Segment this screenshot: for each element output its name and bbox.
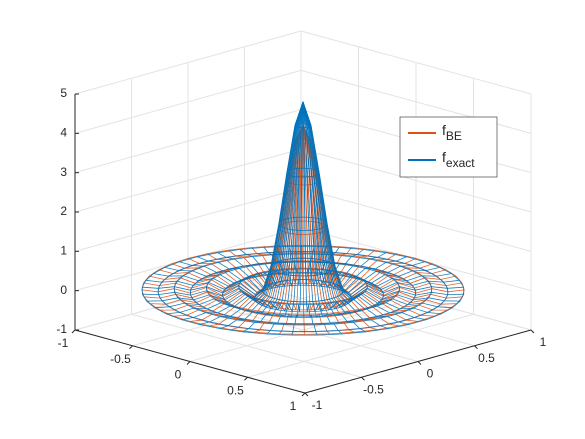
x-tick-label: 1	[290, 399, 297, 413]
grid-line	[300, 148, 532, 213]
x-tick-label: 0.5	[227, 383, 244, 397]
grid-line	[244, 282, 475, 347]
x-tick	[244, 376, 248, 381]
grid-line	[187, 298, 419, 362]
mesh-spoke	[302, 101, 425, 291]
mesh-spoke	[228, 125, 304, 286]
z-tick-label: -1	[56, 322, 67, 336]
grid-line	[74, 187, 302, 252]
grid-line	[74, 148, 302, 213]
mesh-spoke	[302, 101, 460, 296]
x-tick-label: 0	[175, 368, 182, 382]
z-tick-label: 0	[60, 283, 67, 297]
mesh-spoke	[302, 125, 355, 333]
y-tick	[474, 345, 478, 350]
mesh-spoke	[302, 101, 440, 293]
mesh-spoke	[166, 101, 304, 315]
mesh-spoke	[242, 101, 304, 333]
mesh-spoke	[142, 101, 304, 301]
mesh	[141, 101, 465, 336]
mesh-spoke	[302, 101, 407, 290]
x-tick-label: -1	[58, 336, 69, 350]
y-tick-label: 0.5	[478, 351, 495, 365]
legend-label-base: f	[442, 122, 446, 138]
y-tick-label: 0	[427, 367, 434, 381]
legend-label: fexact	[442, 149, 475, 170]
y-tick	[530, 329, 535, 334]
mesh-spoke	[181, 101, 304, 320]
mesh-spoke	[266, 101, 304, 335]
grid-line	[74, 30, 302, 95]
y-tick	[304, 392, 309, 397]
mesh-spoke	[302, 101, 343, 335]
mesh-spoke	[291, 101, 304, 336]
y-tick-label: 1	[540, 335, 547, 349]
mesh-spoke	[302, 101, 409, 325]
legend-label-sub: BE	[446, 129, 462, 143]
mesh-spoke	[179, 101, 304, 291]
mesh-spoke	[302, 125, 376, 286]
y-tick-label: -1	[312, 398, 323, 412]
mesh-spoke	[302, 101, 427, 320]
mesh-spoke	[278, 125, 304, 335]
mesh-spoke	[302, 101, 318, 336]
mesh-spoke	[199, 101, 304, 325]
x-tick	[71, 329, 76, 334]
z-tick-label: 2	[60, 204, 67, 218]
x-tick	[186, 361, 191, 365]
grid-line	[74, 109, 302, 174]
z-tick-label: 1	[60, 244, 67, 258]
z-tick-label: 4	[60, 126, 67, 140]
x-tick-label: -0.5	[110, 352, 131, 366]
mesh-spoke	[302, 101, 452, 294]
mesh-spoke	[164, 101, 304, 293]
mesh-spoke	[154, 101, 304, 309]
z-tick-label: 3	[60, 165, 67, 179]
mesh-spoke	[302, 101, 387, 288]
grid-line	[74, 69, 302, 134]
grid-line	[300, 30, 532, 95]
z-tick-label: 5	[60, 86, 67, 100]
legend-label: fBE	[442, 122, 462, 143]
grid-line	[131, 313, 362, 378]
x-tick	[301, 392, 306, 397]
mesh-spoke	[302, 125, 330, 335]
y-tick	[361, 376, 365, 381]
legend-label-sub: exact	[446, 156, 475, 170]
mesh-spoke	[219, 101, 304, 329]
legend-label-base: f	[442, 149, 446, 165]
y-tick	[417, 361, 422, 365]
mesh-spoke	[302, 125, 305, 335]
legend-box	[399, 116, 498, 178]
grid-line	[300, 187, 532, 252]
y-tick-label: -0.5	[363, 382, 384, 396]
mesh-spoke	[302, 101, 367, 333]
mesh-spoke	[239, 101, 304, 288]
x-tick	[129, 345, 133, 350]
